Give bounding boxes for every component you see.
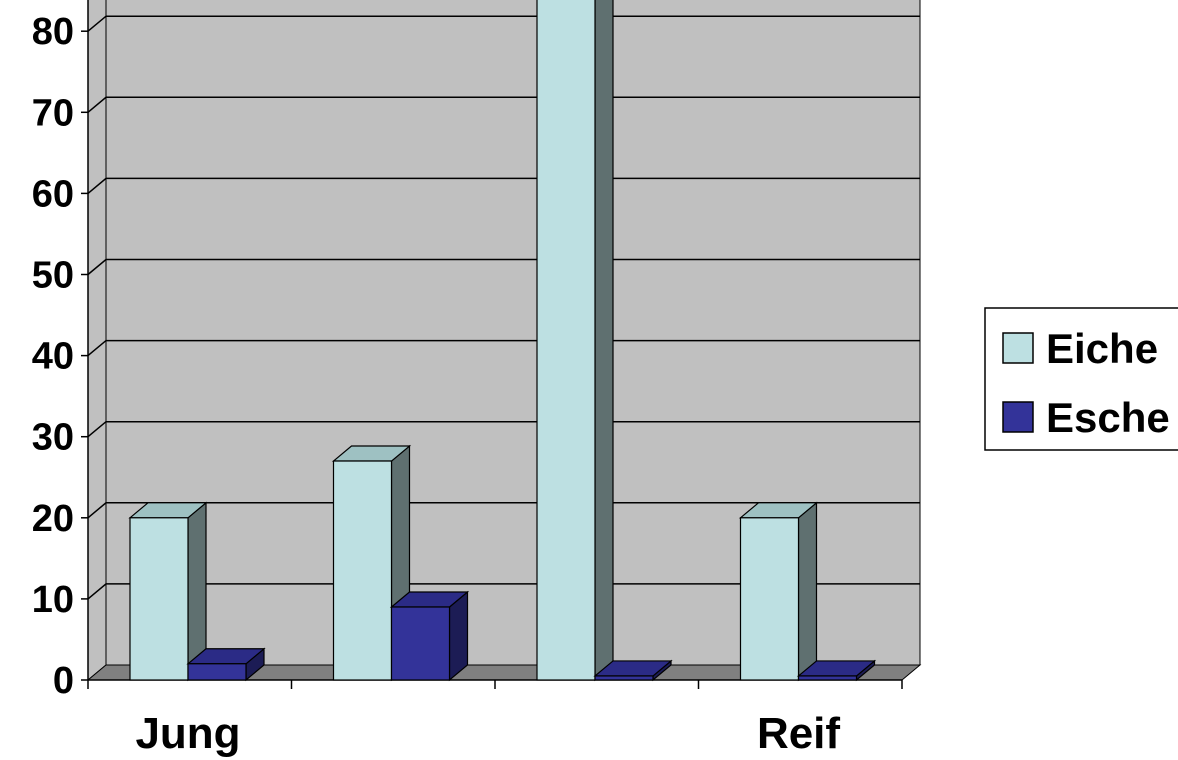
gridline-60	[87, 177, 920, 194]
gridline-80	[87, 15, 920, 32]
bar-front	[187, 663, 247, 681]
y-tick-label-10: 10	[32, 579, 74, 621]
y-tick-label-0: 0	[53, 660, 74, 702]
bar-esche-4	[796, 659, 877, 682]
y-tick-label-70: 70	[32, 92, 74, 134]
bar-front	[739, 517, 800, 681]
bar-front	[129, 517, 189, 681]
y-tick-label-50: 50	[32, 255, 74, 297]
gridlines	[87, 15, 920, 600]
bar-eiche-3	[536, 0, 614, 682]
bar-eiche-2	[331, 444, 412, 682]
gridline-30	[87, 420, 920, 438]
x-category-label-1: Jung	[135, 709, 240, 758]
gridline-20	[87, 502, 920, 519]
y-axis-tick-labels: 0102030405060708090	[32, 11, 74, 702]
bar-front	[797, 675, 858, 681]
legend-label-esche: Esche	[1046, 394, 1170, 441]
bar-front	[536, 0, 596, 681]
chart-walls	[86, 0, 922, 682]
gridline-50	[87, 258, 920, 276]
bar-front	[332, 460, 393, 681]
side-wall	[87, 0, 107, 682]
legend: Eiche Esche	[984, 307, 1178, 451]
bar-esche-2	[389, 590, 470, 682]
gridline-10	[87, 583, 920, 600]
legend-swatch-eiche	[1002, 332, 1034, 364]
y-tick-label-60: 60	[32, 173, 74, 215]
y-tick-label-20: 20	[32, 498, 74, 540]
bar-esche-1	[186, 647, 266, 682]
bar-front	[390, 606, 451, 681]
bar-side	[594, 0, 614, 682]
legend-swatch-esche	[1002, 401, 1034, 433]
bar-front	[594, 675, 654, 681]
bar-esche-3	[593, 659, 673, 682]
x-category-label-4: Reif	[757, 709, 840, 758]
y-tick-label-40: 40	[32, 336, 74, 378]
bar-eiche-4	[738, 501, 819, 682]
bar-eiche-1	[128, 501, 208, 682]
gridline-70	[87, 96, 920, 113]
y-tick-label-30: 30	[32, 417, 74, 459]
y-tick-label-80: 80	[32, 11, 74, 53]
bar-side	[797, 501, 818, 682]
gridline-40	[87, 339, 920, 357]
bars	[128, 0, 877, 682]
legend-label-eiche: Eiche	[1046, 325, 1158, 372]
x-axis-category-labels: Jung Reif	[135, 709, 840, 758]
